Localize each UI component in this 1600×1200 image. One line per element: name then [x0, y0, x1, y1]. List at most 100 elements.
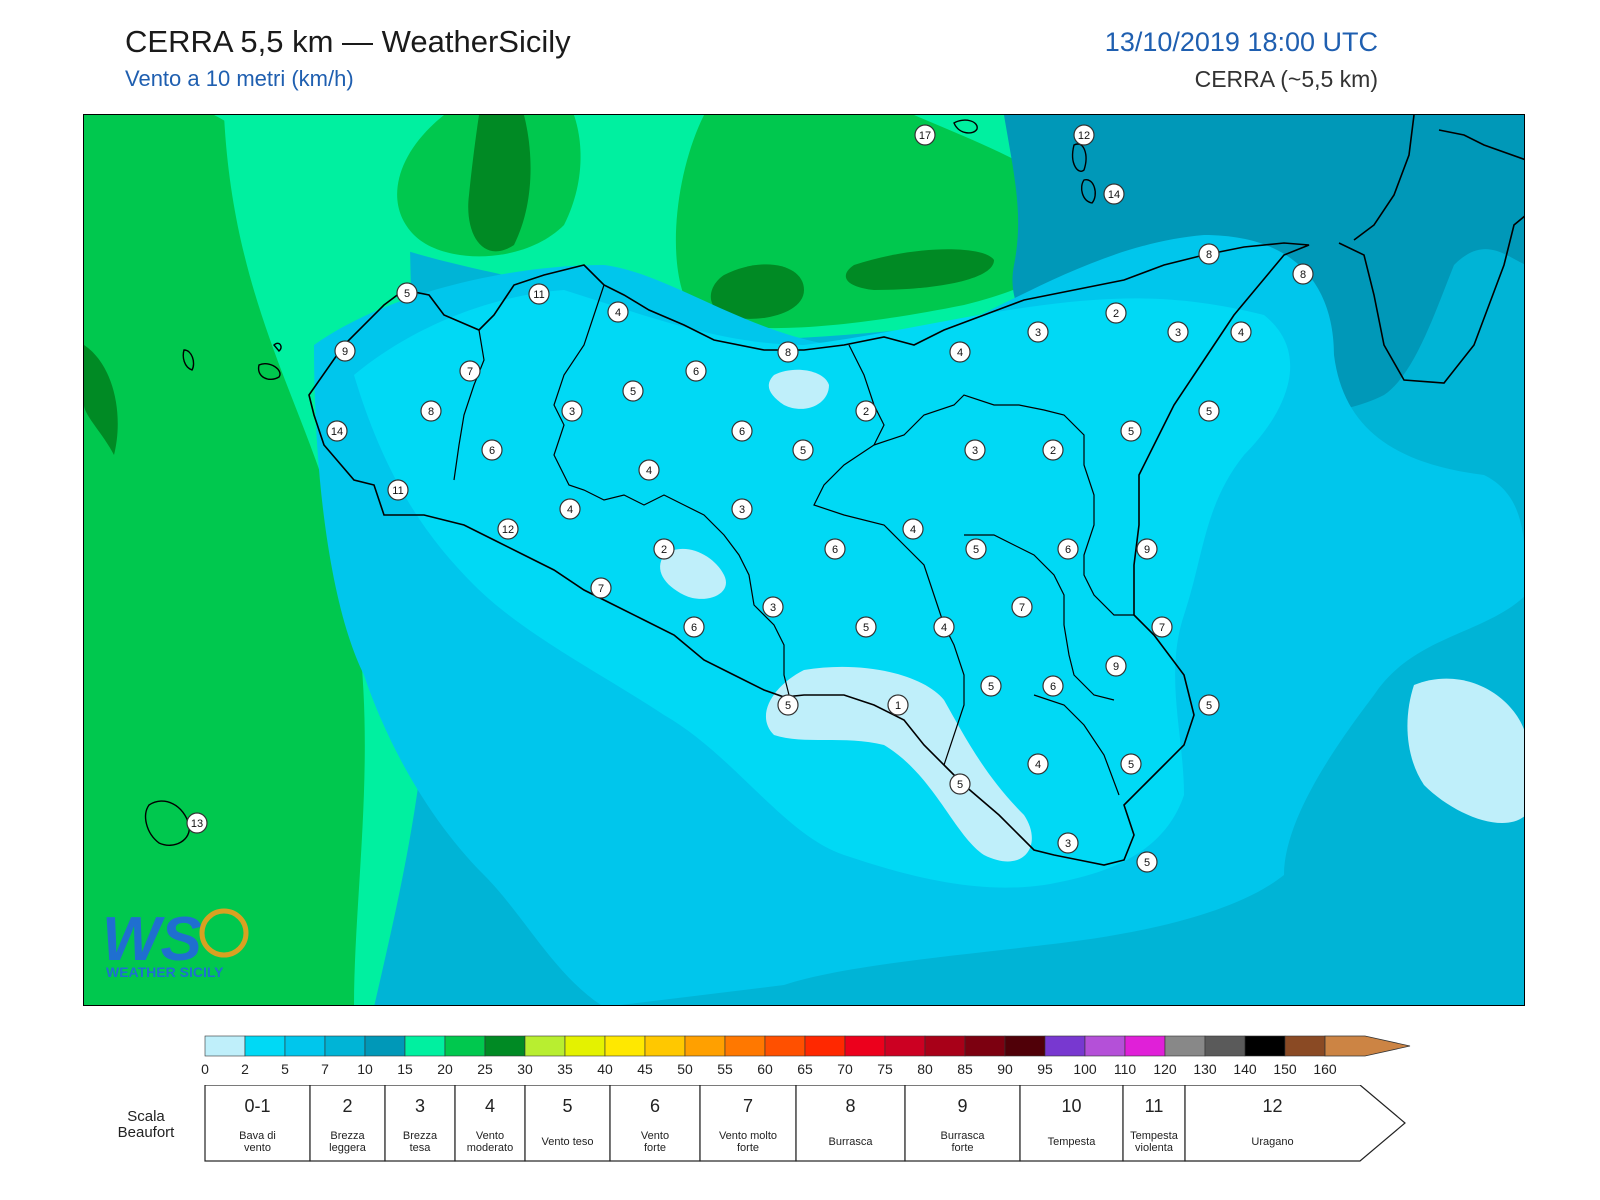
station-value-marker: 5: [1120, 753, 1142, 775]
station-value-label: 5: [785, 700, 791, 712]
station-marker-circle: [396, 282, 418, 304]
station-value-label: 5: [1206, 700, 1212, 712]
station-value-label: 4: [957, 347, 963, 359]
colorbar-tick-label: 2: [241, 1061, 249, 1077]
station-value-label: 9: [342, 346, 348, 358]
station-value-label: 3: [770, 602, 776, 614]
colorbar-cell: [444, 1035, 486, 1057]
station-marker-circle: [964, 439, 986, 461]
beaufort-scale-label-2: Beaufort: [118, 1124, 176, 1141]
beaufort-label: Brezza: [330, 1130, 365, 1142]
model-name: CERRA (~5,5 km): [1194, 66, 1378, 92]
station-value-marker: 7: [1151, 616, 1173, 638]
station-marker-circle: [980, 675, 1002, 697]
station-value-label: 13: [191, 818, 203, 830]
island-aeolian-2: [1072, 143, 1087, 172]
station-value-label: 11: [392, 485, 403, 497]
beaufort-cell: 8 Burrasca: [795, 1085, 906, 1162]
station-value-marker: 8: [777, 341, 799, 363]
colorbar-cell: [524, 1035, 566, 1057]
beaufort-number: 9: [957, 1096, 967, 1116]
station-value-label: 1: [895, 700, 901, 712]
island-aeolian-1: [953, 119, 978, 134]
colorbar-tick-label: 60: [757, 1061, 773, 1077]
colorbar-cell: [244, 1035, 286, 1057]
beaufort-scale-label-1: Scala: [127, 1108, 165, 1125]
beaufort-label-2: violenta: [1135, 1142, 1174, 1154]
station-value-label: 4: [910, 524, 916, 536]
station-value-label: 2: [863, 406, 869, 418]
station-marker-circle: [777, 694, 799, 716]
station-value-marker: 7: [1011, 596, 1033, 618]
station-marker-circle: [731, 420, 753, 442]
station-value-marker: 3: [964, 439, 986, 461]
station-marker-circle: [1027, 321, 1049, 343]
colorbar-cell: [1244, 1035, 1286, 1057]
station-marker-circle: [792, 439, 814, 461]
station-marker-circle: [387, 479, 409, 501]
station-marker-circle: [1292, 263, 1314, 285]
station-marker-circle: [1042, 439, 1064, 461]
station-value-label: 5: [1128, 759, 1134, 771]
station-value-label: 4: [615, 307, 621, 319]
colorbar-tick-label: 90: [997, 1061, 1013, 1077]
station-marker-circle: [1198, 694, 1220, 716]
station-value-label: 5: [630, 386, 636, 398]
colorbar-cell: [324, 1035, 366, 1057]
station-value-label: 6: [489, 445, 495, 457]
island-pantelleria: [144, 800, 190, 846]
colorbar-cell: [484, 1035, 526, 1057]
station-marker-circle: [607, 301, 629, 323]
colorbar-cell: [884, 1035, 926, 1057]
station-value-label: 9: [1144, 544, 1150, 556]
wind-zone-25-30-west: [84, 345, 118, 455]
colorbar-tick-label: 10: [357, 1061, 373, 1077]
wind-zone-0-2-east-sea: [1407, 678, 1524, 823]
station-value-marker: 5: [1136, 851, 1158, 873]
station-value-marker: 6: [685, 360, 707, 382]
colorbar-tick-label: 40: [597, 1061, 613, 1077]
station-marker-circle: [1027, 753, 1049, 775]
station-value-marker: 2: [855, 400, 877, 422]
colorbar-tick-label: 15: [397, 1061, 413, 1077]
wind-zone-0-2-north: [768, 369, 829, 409]
station-value-marker: 4: [1230, 321, 1252, 343]
station-marker-circle: [887, 694, 909, 716]
station-value-marker: 5: [622, 380, 644, 402]
station-marker-circle: [497, 518, 519, 540]
station-value-marker: 2: [1042, 439, 1064, 461]
station-value-label: 5: [957, 779, 963, 791]
station-marker-circle: [949, 773, 971, 795]
station-marker-circle: [1136, 538, 1158, 560]
station-marker-circle: [186, 812, 208, 834]
station-marker-circle: [1011, 596, 1033, 618]
logo-letters: WS: [102, 905, 202, 974]
beaufort-label: Bava di: [239, 1130, 276, 1142]
station-marker-circle: [1103, 183, 1125, 205]
colorbar-tick-label: 25: [477, 1061, 493, 1077]
station-value-label: 7: [1019, 602, 1025, 614]
station-value-marker: 5: [396, 282, 418, 304]
station-value-label: 2: [1113, 308, 1119, 320]
station-value-marker: 6: [824, 538, 846, 560]
colorbar-cell-extend: [1324, 1035, 1411, 1057]
colorbar-cell: [204, 1035, 246, 1057]
beaufort-label: Brezza: [403, 1130, 438, 1142]
station-value-marker: 6: [1042, 675, 1064, 697]
beaufort-cell: 5 Vento teso: [524, 1085, 611, 1162]
station-marker-circle: [949, 341, 971, 363]
beaufort-label: Uragano: [1251, 1136, 1293, 1148]
station-value-label: 6: [1050, 681, 1056, 693]
beaufort-label: Vento teso: [542, 1136, 594, 1148]
colorbar-tick-label: 160: [1313, 1061, 1337, 1077]
station-value-marker: 5: [949, 773, 971, 795]
station-value-label: 8: [428, 406, 434, 418]
colorbar-tick-label: 35: [557, 1061, 573, 1077]
station-marker-circle: [590, 577, 612, 599]
beaufort-label-2: leggera: [329, 1142, 367, 1154]
colorbar-cell: [764, 1035, 806, 1057]
beaufort-label: Burrasca: [940, 1130, 985, 1142]
beaufort-number: 5: [562, 1096, 572, 1116]
